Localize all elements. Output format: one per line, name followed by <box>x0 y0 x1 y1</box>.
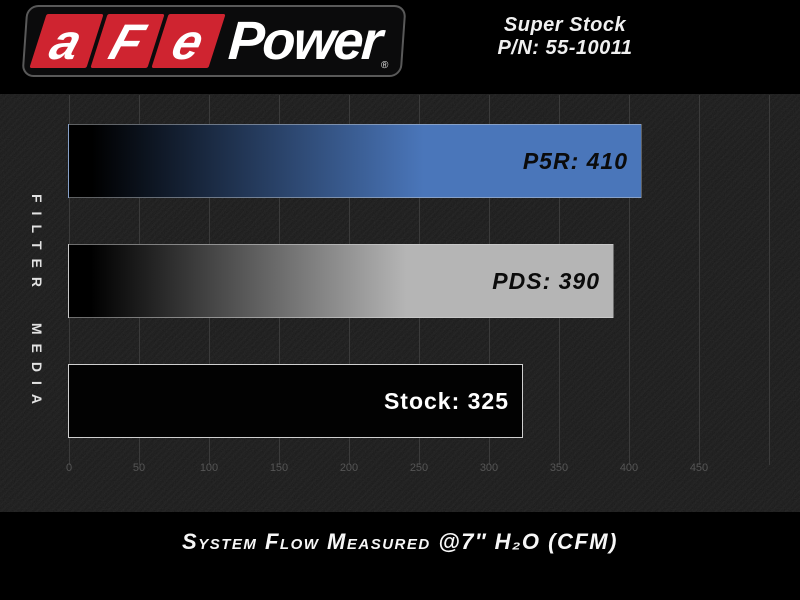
x-tick-label: 50 <box>132 462 146 474</box>
afe-power-logo: a F e Power ® <box>23 7 405 75</box>
chart-bar-stock: Stock: 325 <box>68 364 523 438</box>
x-tick-label: 0 <box>65 462 73 474</box>
x-tick-label: 450 <box>689 462 709 474</box>
x-tick-label: 150 <box>269 462 289 474</box>
x-tick-label: 100 <box>199 462 219 474</box>
registered-trademark-icon: ® <box>380 60 389 71</box>
bar-label: PDS: 390 <box>492 267 600 294</box>
part-number: P/N: 55-10011 <box>497 37 633 59</box>
logo-letter: a <box>43 13 90 70</box>
x-tick-label: 350 <box>549 462 569 474</box>
x-tick-label: 250 <box>409 462 429 474</box>
logo-letter: F <box>102 13 152 70</box>
chart-bar-p5r: P5R: 410 <box>68 124 642 198</box>
gridline <box>769 95 770 465</box>
logo-segment-e: e <box>151 13 226 70</box>
logo-power-text: Power <box>226 11 383 71</box>
product-name: Super Stock <box>503 14 627 36</box>
x-tick-label: 400 <box>619 462 639 474</box>
product-info: Super Stock P/N: 55-10011 <box>440 14 690 60</box>
chart-plot-area: P5R: 410 PDS: 390 Stock: 325 0 50 100 150 200 25… <box>0 94 800 512</box>
logo-letter: e <box>165 13 211 70</box>
x-tick-label: 200 <box>339 462 359 474</box>
gridline <box>699 95 700 465</box>
bar-label: P5R: 410 <box>522 147 628 174</box>
x-tick-label: 300 <box>479 462 499 474</box>
x-axis-caption: System Flow Measured @7″ H₂O (CFM) <box>182 529 618 554</box>
chart-bar-pds: PDS: 390 <box>68 244 614 318</box>
y-axis-title-wrap: FILTER MEDIA <box>22 94 52 512</box>
y-axis-title: FILTER MEDIA <box>29 193 45 413</box>
bar-label: Stock: 325 <box>383 387 509 414</box>
